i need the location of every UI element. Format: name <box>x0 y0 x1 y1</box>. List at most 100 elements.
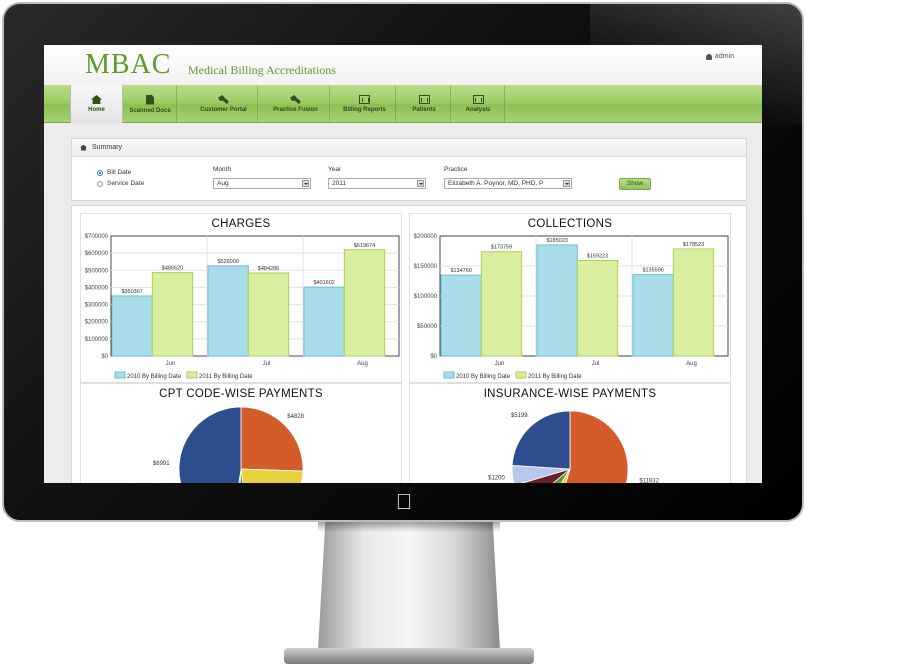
pie-slice <box>239 468 244 483</box>
pie-slice <box>511 410 571 470</box>
chevron-down-icon[interactable] <box>417 180 424 187</box>
bar-chart-icon <box>418 95 430 104</box>
user-name: admin <box>714 53 734 60</box>
y-tick-label: $400000 <box>85 285 109 291</box>
nav-item-patients[interactable]: Patients <box>398 85 451 123</box>
data-label: $135596 <box>642 268 663 274</box>
nav-item-customer-portal[interactable]: Customer Portal <box>190 85 258 123</box>
practice-select[interactable]: Elizabeth A. Poynor, MD, PHD, P <box>444 178 572 189</box>
nav-item-home[interactable]: Home <box>70 85 123 123</box>
nav-item-scanned-docs[interactable]: Scanned Docs <box>124 85 177 123</box>
data-label: $619674 <box>354 243 375 249</box>
pie-label: $11832 <box>639 479 659 483</box>
bar <box>672 248 715 357</box>
bar <box>576 259 619 357</box>
chart-title: INSURANCE-WISE PAYMENTS <box>483 388 657 400</box>
data-label: $173759 <box>491 245 512 251</box>
y-tick-label: $200000 <box>85 320 109 326</box>
data-label: $486620 <box>162 266 183 272</box>
nav-item-analysis[interactable]: Analysis <box>452 85 505 123</box>
pie-label: $8991 <box>153 461 170 467</box>
legend-swatch <box>114 371 126 379</box>
cpt-code-pie-chart: $4828$4239$8991 <box>153 406 305 483</box>
main-nav: Home Scanned Docs Customer Portal Practi… <box>44 85 762 123</box>
radio-service-date[interactable]: Service Date <box>97 180 144 187</box>
insurance-pie-chart: $11832$1407$1200$5199 <box>488 410 660 483</box>
pie-slice <box>240 468 304 483</box>
home-icon <box>80 144 87 151</box>
data-label: $134760 <box>450 268 471 274</box>
radio-bill-date[interactable]: Bill Date <box>97 169 131 176</box>
bar <box>440 274 482 357</box>
pie-slice <box>240 406 304 472</box>
bar <box>536 244 578 357</box>
data-label: $526000 <box>217 259 238 265</box>
y-tick-label: $0 <box>101 354 108 360</box>
bar-chart-icon <box>472 95 484 104</box>
summary-header: Summary <box>72 139 746 157</box>
summary-title: Summary <box>92 144 122 151</box>
collections-chart: COLLECTIONS $0 $50000 $100000 $150000 $20000… <box>409 213 731 383</box>
x-tick-label: Jul <box>263 361 271 367</box>
summary-panel: Summary Bill Date Service Date Month Aug… <box>71 138 747 201</box>
data-label: $185023 <box>546 238 567 244</box>
insurance-payments-chart: INSURANCE-WISE PAYMENTS $11832$1407$1200… <box>409 383 731 483</box>
y-tick-label: $700000 <box>85 234 109 240</box>
tools-icon <box>290 95 301 104</box>
data-label: $401602 <box>313 280 334 286</box>
x-tick-label: Jun <box>166 361 176 367</box>
legend-label: 2010 By Billing Date <box>127 374 182 380</box>
y-tick-label: $100000 <box>85 337 109 343</box>
app-screen: MBAC Medical Billing Accreditations admi… <box>44 45 762 483</box>
legend-label: 2010 By Billing Date <box>456 374 511 380</box>
app-logo-subtitle: Medical Billing Accreditations <box>188 63 336 77</box>
bar <box>303 286 345 357</box>
legend-swatch <box>186 371 198 379</box>
bar <box>480 251 523 357</box>
x-tick-label: Jul <box>592 361 600 367</box>
y-tick-label: $600000 <box>85 251 109 257</box>
y-tick-label: $100000 <box>414 294 438 300</box>
home-icon <box>91 95 102 104</box>
nav-item-practice-fusion[interactable]: Practice Fusion <box>262 85 330 123</box>
year-select[interactable]: 2011 <box>328 178 426 189</box>
legend-swatch <box>443 371 455 379</box>
bar <box>207 265 249 357</box>
bar <box>632 274 674 357</box>
pie-slice <box>178 406 242 483</box>
bar <box>111 295 153 357</box>
y-tick-label: $150000 <box>414 264 438 270</box>
tools-icon <box>218 95 229 104</box>
app-logo[interactable]: MBAC <box>85 49 172 80</box>
cpt-code-payments-chart: CPT CODE-WISE PAYMENTS $4828$4239$8991 <box>80 383 402 483</box>
nav-item-billing-reports[interactable]: Billing Reports <box>334 85 396 123</box>
chart-title: COLLECTIONS <box>527 218 613 230</box>
collections-bar-chart: $0 $50000 $100000 $150000 $200000 Jun Jul Aug $1… <box>414 234 729 380</box>
x-tick-label: Aug <box>357 361 368 367</box>
apple-logo-icon:  <box>394 490 414 514</box>
bar <box>247 272 290 357</box>
app-header: MBAC Medical Billing Accreditations admi… <box>44 45 762 85</box>
document-icon <box>146 94 154 105</box>
pie-slice <box>565 410 629 483</box>
bar-chart-icon <box>359 95 370 104</box>
radio-button[interactable] <box>97 180 103 187</box>
data-label: $484286 <box>258 266 279 272</box>
monitor-stand <box>318 522 500 650</box>
chart-title: CPT CODE-WISE PAYMENTS <box>159 388 323 400</box>
month-select[interactable]: Aug <box>213 178 311 189</box>
chevron-down-icon[interactable] <box>563 180 570 187</box>
month-label: Month <box>213 166 232 173</box>
x-tick-label: Jun <box>495 361 505 367</box>
data-label: $350367 <box>121 289 142 295</box>
charges-chart: CHARGES $0 $100000 $200000 $300000 $400000 $5… <box>80 213 402 383</box>
practice-label: Practice <box>444 166 468 173</box>
user-menu[interactable]: admin <box>705 53 734 60</box>
charts-panel: CHARGES $0 $100000 $200000 $300000 $400000 $5… <box>71 205 747 483</box>
radio-button-selected[interactable] <box>97 169 103 176</box>
chevron-down-icon[interactable] <box>302 180 309 187</box>
show-button[interactable]: Show <box>619 178 651 190</box>
x-tick-label: Aug <box>686 361 697 367</box>
pie-label: $5199 <box>511 413 528 419</box>
y-tick-label: $300000 <box>85 303 109 309</box>
